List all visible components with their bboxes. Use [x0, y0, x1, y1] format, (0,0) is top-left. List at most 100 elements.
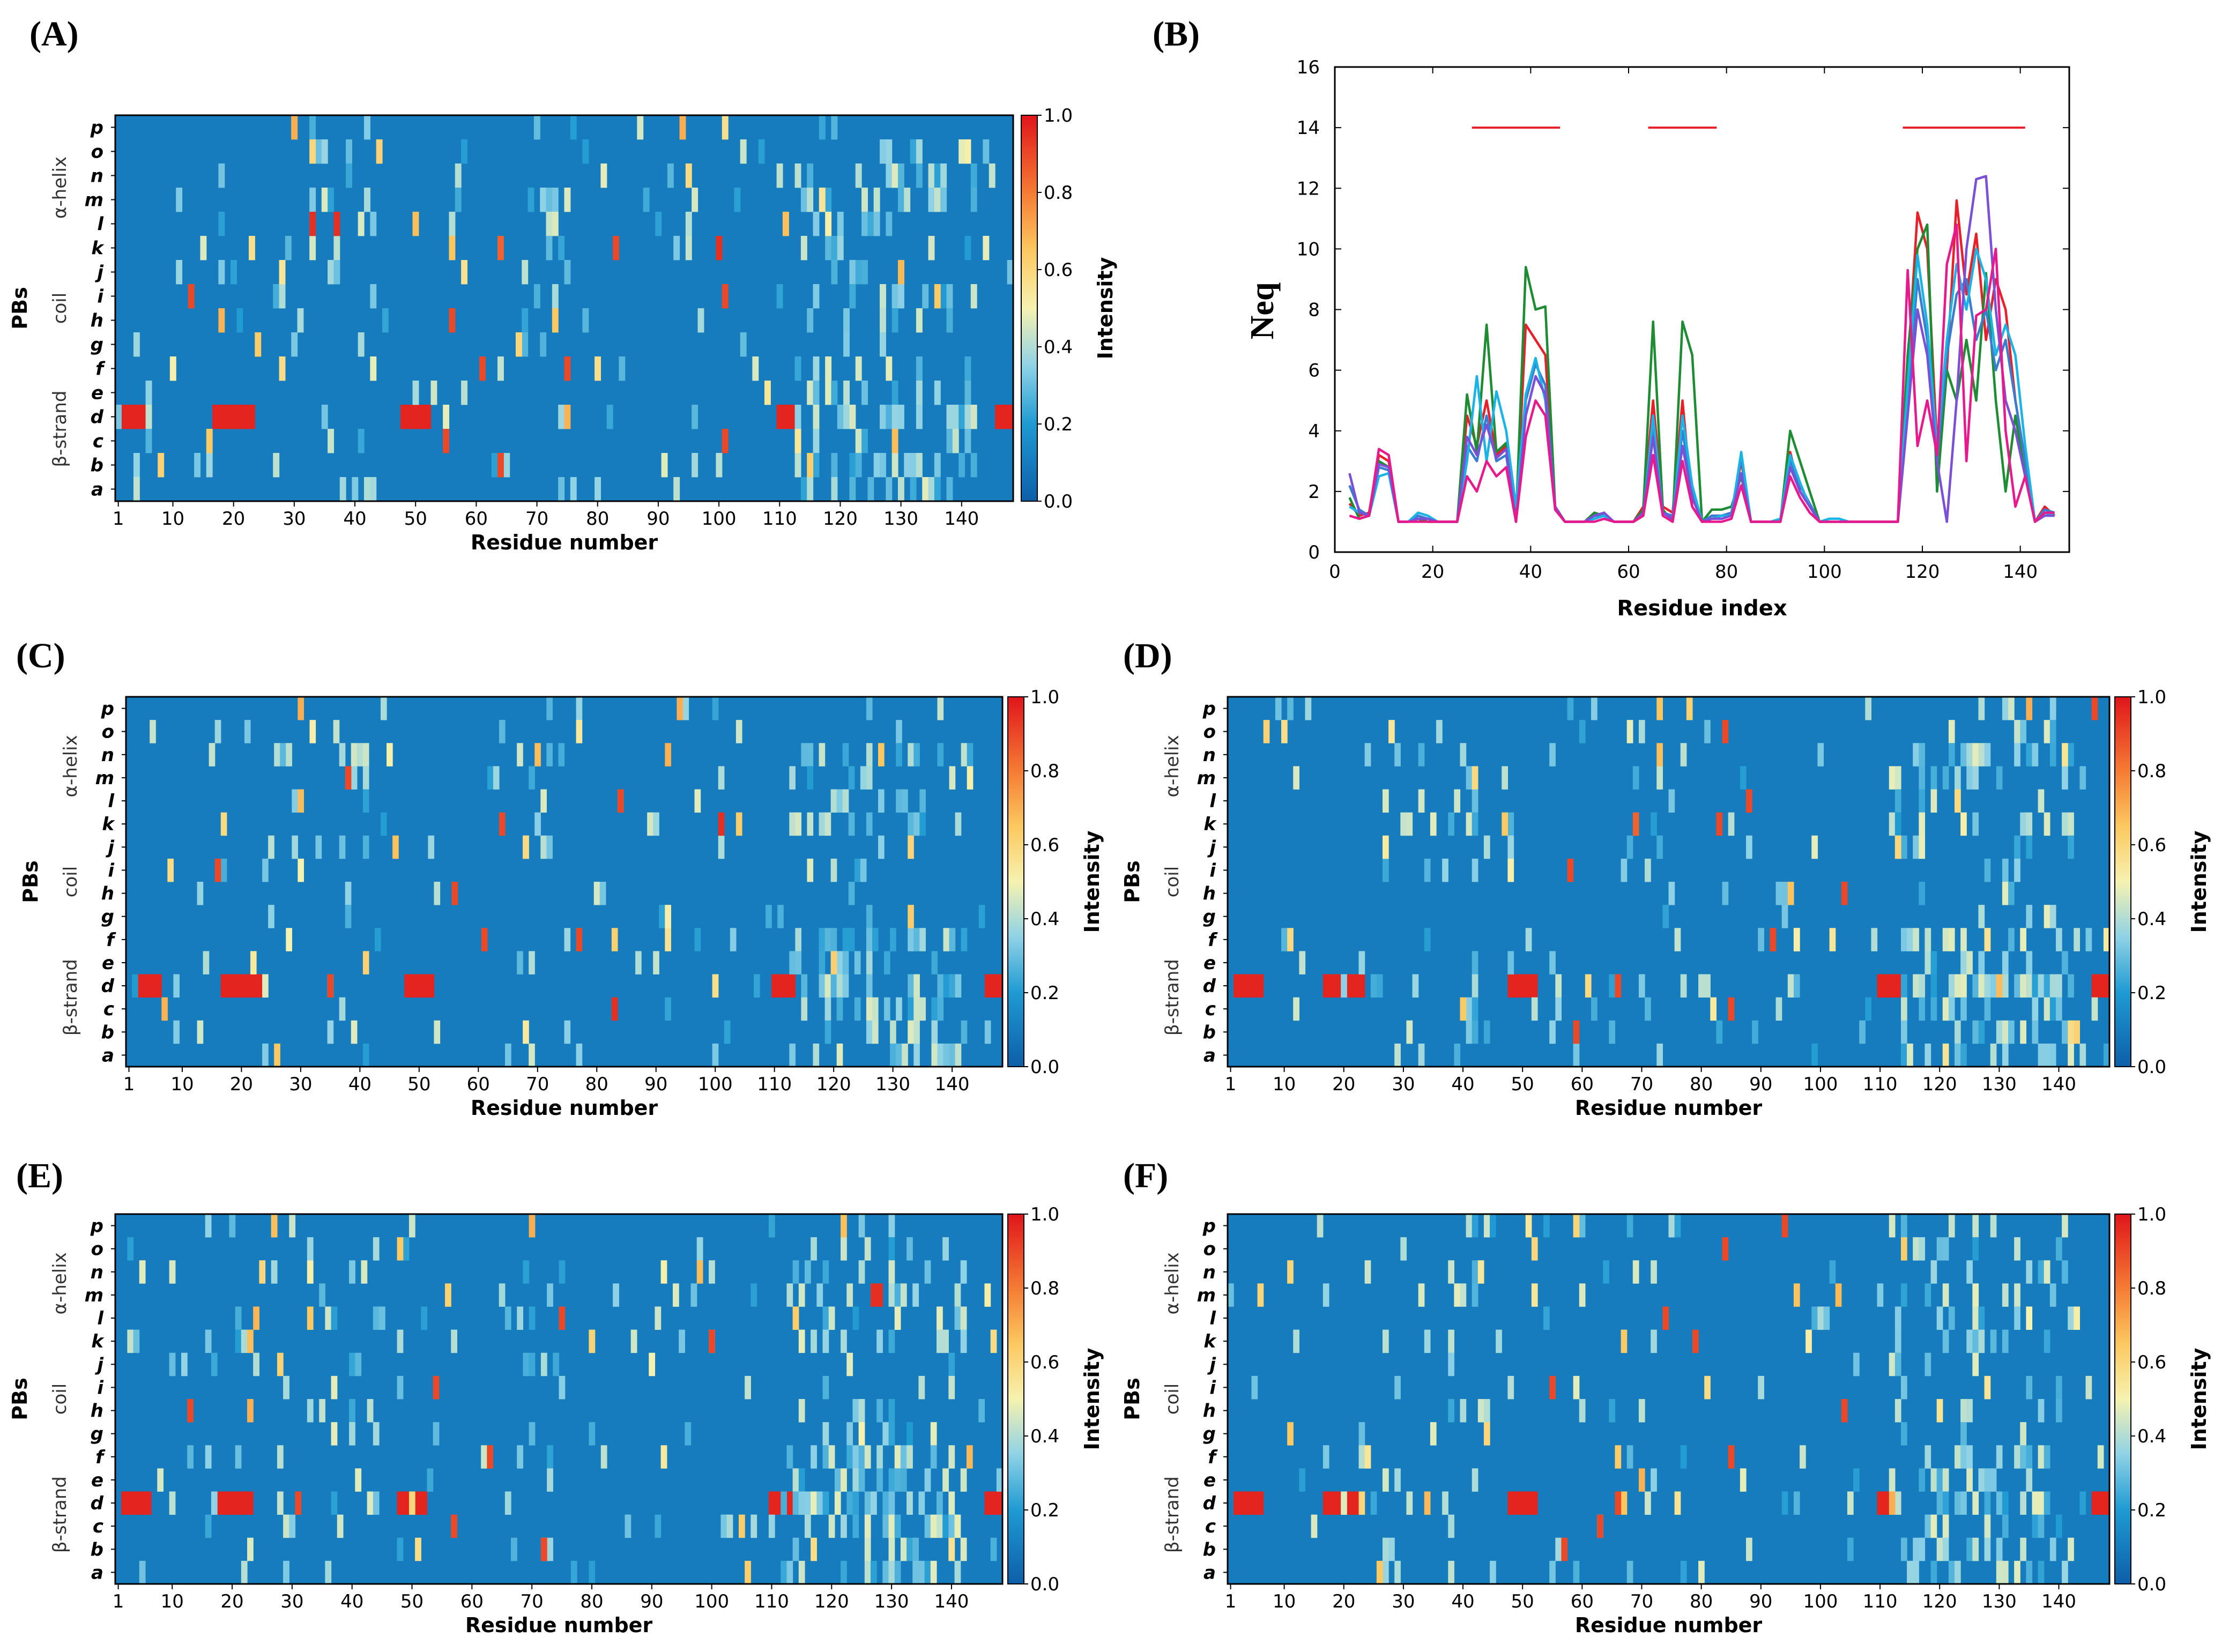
heatmap-cell [795, 951, 801, 974]
heatmap-cell [959, 139, 965, 164]
x-tick-label: 50 [1511, 1074, 1534, 1095]
heatmap-cell [866, 997, 873, 1021]
heatmap-cell [157, 1468, 164, 1492]
heatmap-cell [1239, 1491, 1246, 1515]
heatmap-cell [891, 163, 898, 188]
heatmap-cell [954, 1560, 961, 1584]
heatmap-cell [121, 1491, 128, 1515]
heatmap-cells [1234, 697, 2110, 1067]
x-tick-label: 60 [467, 1074, 490, 1095]
heatmap-cell [841, 1560, 847, 1584]
heatmap-cell [891, 284, 898, 309]
heatmap-cell [1543, 1214, 1550, 1238]
heatmap-cell [397, 1537, 404, 1561]
heatmap-cell [916, 405, 923, 429]
x-tick-label: 40 [1451, 1074, 1474, 1095]
ss-label-0: α-helix [49, 1252, 71, 1314]
heatmap-cell [1651, 1468, 1657, 1492]
neq-x-tick-label: 0 [1329, 561, 1341, 583]
heatmap-cell [1686, 697, 1693, 720]
heatmap-cell [1382, 858, 1389, 882]
heatmap-cell [878, 789, 885, 813]
heatmap-cell [139, 405, 146, 429]
heatmap-cell [1984, 1375, 1991, 1400]
heatmap-cell [890, 1043, 896, 1067]
heatmap-cell [751, 1514, 757, 1538]
heatmap-cell [786, 1445, 793, 1469]
heatmap-cell [1900, 1237, 1907, 1261]
heatmap-cell [279, 284, 286, 309]
heatmap-cell [1745, 835, 1752, 859]
heatmap-cell [133, 453, 140, 478]
x-tick-label: 120 [814, 1591, 849, 1612]
heatmap-cell [1638, 974, 1645, 998]
heatmap-cell [144, 974, 150, 998]
heatmap-cell [1698, 1560, 1705, 1584]
heatmap-cell [295, 1491, 302, 1515]
heatmap-cell [891, 308, 898, 333]
heatmap-cell [882, 1491, 889, 1515]
heatmap-cell [2038, 1260, 2045, 1284]
pb-row-label-b: b [101, 1022, 114, 1043]
heatmap-cell [1555, 974, 1562, 998]
heatmap-cell [831, 477, 838, 502]
heatmap-cell [2026, 743, 2033, 767]
heatmap-cell [1507, 858, 1514, 882]
heatmap-cell [934, 381, 941, 405]
heatmap-cell [1293, 766, 1299, 790]
heatmap-cell [964, 381, 971, 405]
heatmap-cell [558, 477, 565, 502]
heatmap-cell [1257, 1283, 1264, 1307]
heatmap-cell [1525, 1491, 1532, 1515]
heatmap-cell [133, 477, 140, 502]
heatmap-cell [813, 356, 820, 381]
heatmap-cell [1919, 1468, 1926, 1492]
heatmap-cell [842, 951, 849, 974]
heatmap-cell [1472, 858, 1478, 882]
heatmap-cell [2068, 835, 2074, 859]
heatmap-cell [870, 1560, 877, 1584]
heatmap-cell [819, 928, 826, 951]
heatmap-cell [2091, 1491, 2098, 1515]
x-tick-label: 1 [123, 1074, 135, 1095]
heatmap-cell [611, 997, 618, 1021]
heatmap-cell [1728, 997, 1735, 1021]
heatmap-cell [241, 1560, 248, 1584]
heatmap-cell [2002, 1043, 2009, 1067]
heatmap-cell [1448, 1260, 1454, 1284]
heatmap-cell [2062, 812, 2068, 836]
heatmap-cell [937, 974, 944, 998]
heatmap-cell [861, 381, 868, 405]
heatmap-cell [224, 405, 231, 429]
heatmap-cell [238, 974, 245, 998]
heatmap-cell [967, 743, 974, 767]
heatmap-cell [358, 212, 365, 236]
heatmap-cell [188, 284, 195, 309]
heatmap-cell [1907, 1560, 1913, 1584]
heatmap-cell [1507, 835, 1514, 859]
heatmap-cell [960, 1306, 967, 1330]
heatmap-cell [1656, 766, 1663, 790]
heatmap-cell [1561, 1537, 1568, 1561]
pb-row-label-f: f [106, 929, 116, 951]
heatmap-cell [813, 284, 820, 309]
heatmap-cell [1900, 1537, 1907, 1561]
heatmap-cell [940, 284, 947, 309]
heatmap-cell [1900, 997, 1907, 1021]
heatmap-cell [789, 812, 796, 836]
heatmap-cell [540, 789, 547, 813]
heatmap-cell [1871, 928, 1878, 951]
heatmap-cell [696, 1237, 703, 1261]
x-tick-label: 90 [1749, 1591, 1772, 1612]
heatmap-cell [819, 951, 826, 974]
heatmap-cell [2044, 905, 2050, 928]
pb-row-label-i: i [108, 860, 115, 881]
heatmap-cell [1781, 905, 1788, 928]
heatmap-cell [1567, 858, 1574, 882]
heatmap-cell [852, 1491, 859, 1515]
heatmap-cell [370, 477, 377, 502]
heatmap-cell [173, 1020, 180, 1044]
heatmap-cell [349, 1260, 355, 1284]
heatmap-cell [529, 766, 535, 790]
heatmap-cell [1579, 1283, 1586, 1307]
